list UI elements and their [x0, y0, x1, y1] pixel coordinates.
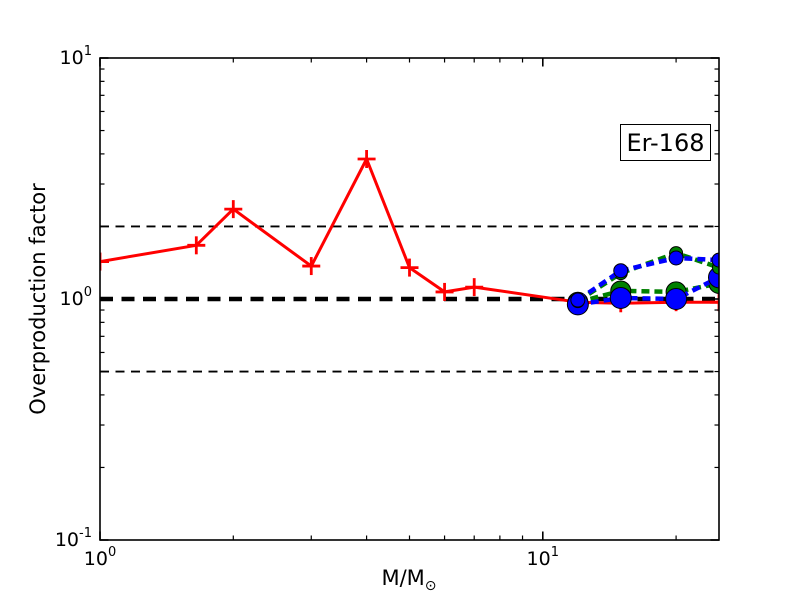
x-tick-label-1: 101 [527, 545, 559, 570]
x-axis-label: M/M⊙ [381, 566, 436, 594]
y-axis-label: Overproduction factor [26, 183, 50, 415]
series-blue-dashed-small-circle-line [576, 255, 719, 302]
series-red-solid-plus [100, 149, 719, 313]
circle-marker [665, 288, 688, 310]
circle-marker [570, 292, 586, 308]
circle-marker [668, 250, 684, 266]
series-red-solid-plus-line [100, 157, 719, 305]
x-axis-label-main: M/M [381, 566, 425, 590]
x-tick-label-0: 100 [84, 545, 116, 570]
sun-symbol: ⊙ [424, 578, 437, 594]
y-tick-label-2: 101 [60, 44, 92, 69]
isotope-label: Er-168 [626, 128, 705, 157]
series-blue-dashed-large-circle-line [577, 275, 719, 307]
circle-marker [613, 263, 629, 279]
circle-marker [609, 286, 632, 309]
isotope-label-box: Er-168 [620, 124, 711, 161]
reference-lines [100, 225, 719, 373]
y-tick-label-1: 100 [60, 285, 92, 310]
circle-marker [711, 252, 719, 268]
series-blue-dashed-small-circle [570, 250, 719, 308]
